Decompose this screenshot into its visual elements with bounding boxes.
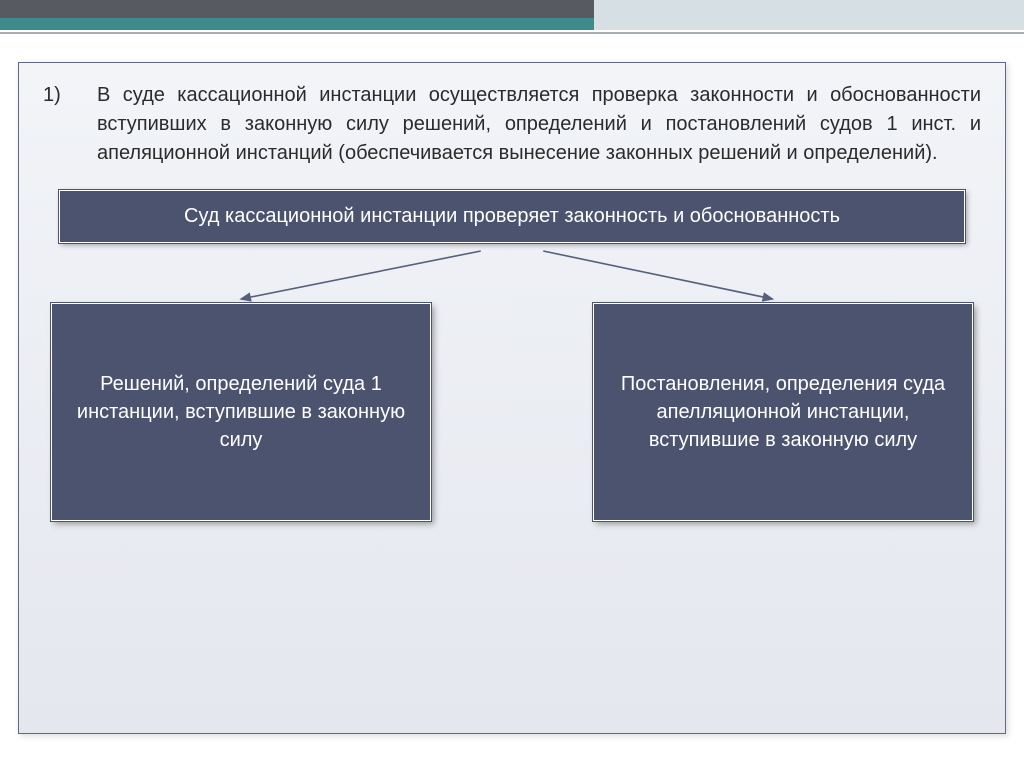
intro-text: В суде кассационной инстанции осуществля… bbox=[97, 81, 981, 168]
list-number: 1) bbox=[43, 81, 85, 168]
diagram-right-node: Постановления, определения суда апелляци… bbox=[593, 303, 973, 521]
diagram-children-row: Решений, определений суда 1 инстанции, в… bbox=[51, 303, 973, 521]
topbar-light-segment bbox=[594, 0, 1024, 30]
intro-paragraph: 1) В суде кассационной инстанции осущест… bbox=[43, 81, 981, 168]
content-panel: 1) В суде кассационной инстанции осущест… bbox=[18, 62, 1006, 734]
slide-top-decoration bbox=[0, 0, 1024, 38]
topbar-teal-segment bbox=[0, 18, 594, 30]
diagram-arrows bbox=[43, 247, 981, 303]
topbar-dark-segment bbox=[0, 0, 594, 18]
arrows-svg bbox=[43, 247, 981, 303]
diagram-root-node: Суд кассационной инстанции проверяет зак… bbox=[59, 190, 965, 243]
diagram-left-node: Решений, определений суда 1 инстанции, в… bbox=[51, 303, 431, 521]
topbar-underline bbox=[0, 32, 1024, 34]
